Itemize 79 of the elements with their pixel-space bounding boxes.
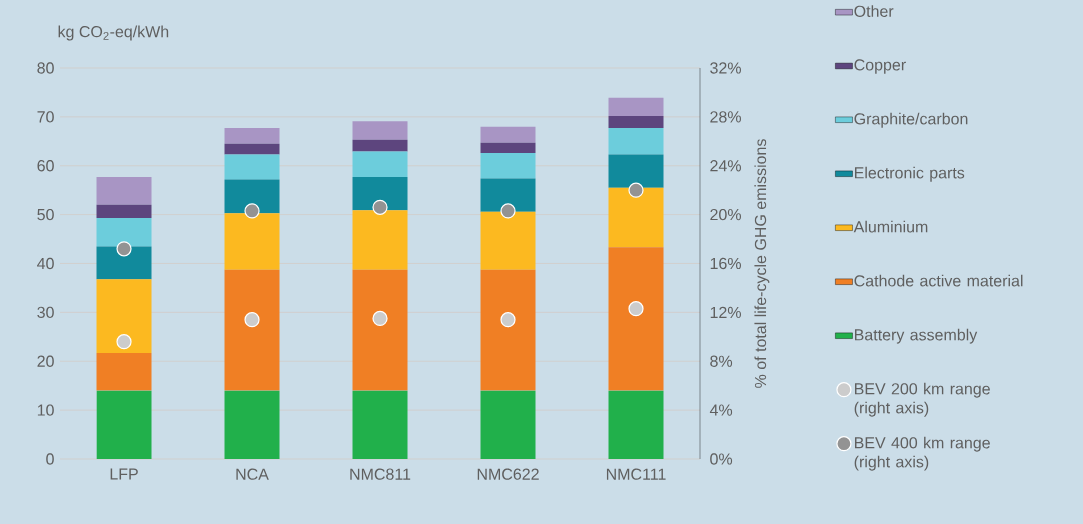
bar <box>96 352 152 391</box>
bar <box>608 115 664 129</box>
bar <box>608 187 664 248</box>
bar <box>480 178 536 212</box>
bar <box>224 143 280 155</box>
y2-tick-label: 12% <box>710 306 741 318</box>
y-tick-label: 0 <box>46 453 54 465</box>
bar <box>224 213 280 270</box>
bar <box>96 279 152 353</box>
legend-label: BEV 200 km range (right axis) <box>854 382 990 417</box>
y2-tick-label: 4% <box>709 404 733 416</box>
point <box>244 312 260 328</box>
y2-tick-label: 24% <box>710 160 741 172</box>
y-tick-label: 10 <box>37 404 54 416</box>
bar <box>480 390 536 459</box>
bar <box>352 176 408 211</box>
y-tick-label: 30 <box>37 306 54 319</box>
y2-tick-label: 0% <box>710 453 733 465</box>
point <box>500 312 516 328</box>
y2-tick-label: 32% <box>710 62 741 74</box>
bar <box>224 179 280 214</box>
bar <box>480 142 536 154</box>
bar <box>224 390 280 459</box>
legend-label: Aluminium <box>853 220 928 233</box>
bar <box>96 204 152 219</box>
legend-label: Graphite/carbon <box>854 112 968 128</box>
bar <box>352 151 408 177</box>
bar <box>96 176 152 205</box>
bar <box>608 390 664 459</box>
y2-tick-label: 16% <box>710 257 741 270</box>
y2-axis-title: % of total life-cycle GHG emissions <box>754 139 770 388</box>
x-tick-label: NMC811 <box>350 468 411 480</box>
bar <box>96 218 152 247</box>
bar <box>480 211 536 270</box>
point <box>372 199 388 215</box>
y2-tick-label: 20% <box>710 208 741 221</box>
x-tick-label: NCA <box>236 468 269 480</box>
point <box>628 301 644 317</box>
y-axis-title: kg CO$_{2}$-eq/kWh <box>58 25 169 41</box>
bar <box>352 210 408 270</box>
bar <box>608 97 664 116</box>
bar <box>352 269 408 391</box>
legend-label: Battery assembly <box>854 328 978 344</box>
y-tick-label: 20 <box>37 355 54 367</box>
legend-label: Electronic parts <box>854 166 965 182</box>
legend-label: Cathode active material <box>854 274 1023 287</box>
bar <box>352 121 408 140</box>
point <box>500 203 516 219</box>
point <box>628 182 644 198</box>
x-tick-label: NMC111 <box>606 468 666 480</box>
bar <box>224 269 280 391</box>
bar <box>96 390 152 459</box>
bar <box>608 128 664 155</box>
bar <box>224 128 280 144</box>
bar <box>608 154 664 188</box>
bar <box>608 247 664 391</box>
x-tick-label: NMC622 <box>477 468 539 480</box>
x-tick-label: LFP <box>110 468 138 480</box>
bar <box>224 154 280 180</box>
y2-tick-label: 28% <box>710 111 741 123</box>
y-tick-label: 80 <box>37 62 54 74</box>
y-tick-label: 70 <box>37 111 54 123</box>
bar <box>352 139 408 152</box>
y-tick-label: 60 <box>37 160 54 172</box>
y-tick-label: 50 <box>37 208 54 221</box>
point <box>116 241 132 257</box>
bar <box>480 269 536 391</box>
point <box>372 310 388 327</box>
point <box>244 203 260 219</box>
point <box>116 334 132 350</box>
bar <box>352 390 408 459</box>
bar <box>480 126 536 143</box>
legend-label: Other <box>854 5 894 17</box>
y2-tick-label: 8% <box>710 355 733 367</box>
legend-label: BEV 400 km range (right axis) <box>854 436 990 471</box>
bar <box>96 246 152 280</box>
legend-label: Copper <box>854 59 906 74</box>
y-tick-label: 40 <box>37 257 54 270</box>
bar <box>480 153 536 179</box>
